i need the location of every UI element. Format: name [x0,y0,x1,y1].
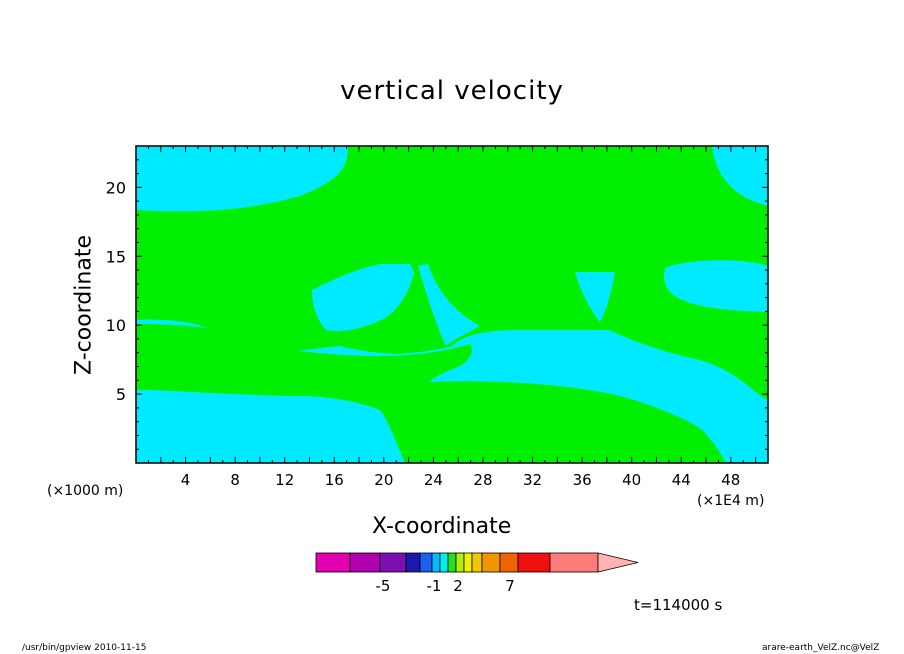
z-unit-label: (×1E4 m) [697,493,765,509]
colorbar-swatch [405,552,421,573]
plot-frame [135,145,769,464]
colorbar: -5 -1 2 7 [315,552,639,595]
positive-region-lower [136,324,726,463]
colorbar-swatch [471,552,483,573]
colorbar-swatch [447,552,457,573]
x-tick-label: 20 [374,471,393,489]
negative-patch-mid [418,264,480,346]
colorbar-swatch [419,552,433,573]
x-tick-label: 40 [622,471,641,489]
colorbar-swatch [439,552,449,573]
time-label: t=114000 s [634,596,723,614]
colorbar-swatch [379,552,407,573]
colorbar-swatch [463,552,473,573]
footer-right-text: arare-earth_VelZ.nc@VelZ [762,643,880,653]
x-tick-label: 32 [523,471,542,489]
y-tick-label: 5 [116,385,126,404]
negative-patch-right [575,272,615,322]
x-tick-label: 28 [473,471,492,489]
y-tick-label: 15 [106,247,126,266]
x-tick-label: 24 [424,471,443,489]
x-tick-label: 16 [325,471,344,489]
x-tick-label: 36 [573,471,592,489]
x-tick-label: 48 [721,471,740,489]
colorbar-tick-label: 2 [453,577,463,595]
y-tick-label: 10 [106,316,126,335]
colorbar-swatch [517,552,551,573]
colorbar-extend-arrow [597,552,639,573]
colorbar-tick-label: -1 [427,577,442,595]
chart-title: vertical velocity [340,76,564,106]
footer-left-text: /usr/bin/gpview 2010-11-15 [22,643,147,653]
y-ticks: 5 10 15 20 [106,159,768,450]
colorbar-swatch [499,552,519,573]
positive-region-upper [136,146,768,400]
x-tick-label: 8 [230,471,240,489]
colorbar-swatch [431,552,441,573]
colorbar-swatch [455,552,465,573]
x-unit-label: (×1000 m) [47,483,124,499]
x-axis-label: X-coordinate [372,514,512,539]
colorbar-tick-label: -5 [376,577,391,595]
x-tick-label: 12 [275,471,294,489]
plot-area [136,146,768,463]
x-tick-label: 44 [672,471,691,489]
colorbar-tick-label: 7 [505,577,515,595]
negative-patch-center [312,264,414,332]
colorbar-swatch [315,552,351,573]
x-ticks: 4 8 12 16 20 24 28 32 36 40 44 48 [147,146,757,489]
colorbar-swatch [481,552,501,573]
x-tick-label: 4 [181,471,191,489]
colorbar-swatch [349,552,381,573]
colorbar-swatch [549,552,599,573]
y-tick-label: 20 [106,178,126,197]
